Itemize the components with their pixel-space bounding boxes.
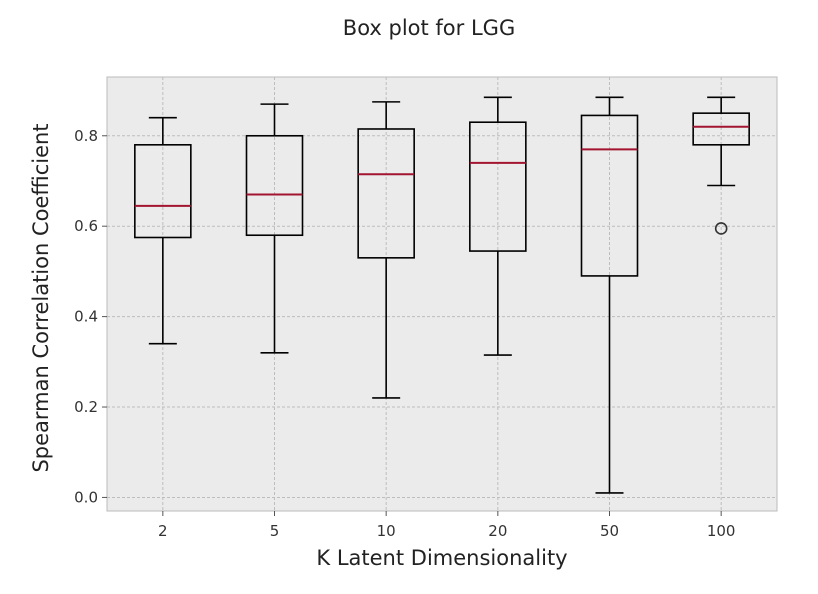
x-tick-label: 50 xyxy=(600,522,619,540)
y-tick-label: 0.2 xyxy=(74,398,98,416)
iqr-box xyxy=(245,134,304,237)
box-50 xyxy=(580,96,639,494)
box-100 xyxy=(692,96,750,235)
y-tick-label: 0.8 xyxy=(74,127,98,145)
box-5 xyxy=(245,103,304,354)
plot-area xyxy=(106,76,778,512)
x-tick-label: 10 xyxy=(377,522,396,540)
y-tick-label: 0.4 xyxy=(74,308,98,326)
iqr-box xyxy=(580,114,639,277)
x-tick-label: 20 xyxy=(488,522,507,540)
y-axis-label: Spearman Correlation Coefficient xyxy=(29,123,53,472)
x-axis-label: K Latent Dimensionality xyxy=(316,546,567,570)
box-20 xyxy=(469,96,527,356)
axes: 0.0 0.2 0.4 0.6 0.8 2 5 10 20 50 100 xyxy=(74,127,735,540)
x-tick-label: 2 xyxy=(158,522,168,540)
boxes xyxy=(134,96,750,494)
x-tick-label: 100 xyxy=(707,522,736,540)
x-tick-label: 5 xyxy=(270,522,280,540)
y-tick-label: 0.6 xyxy=(74,217,98,235)
outlier-point xyxy=(714,222,728,235)
iqr-box xyxy=(469,121,527,252)
box-10 xyxy=(357,101,415,399)
box-2 xyxy=(134,116,192,345)
chart-title: Box plot for LGG xyxy=(342,16,516,40)
iqr-box xyxy=(692,112,750,146)
y-tick-label: 0.0 xyxy=(74,488,98,506)
iqr-box xyxy=(357,128,415,259)
iqr-box xyxy=(134,144,192,239)
